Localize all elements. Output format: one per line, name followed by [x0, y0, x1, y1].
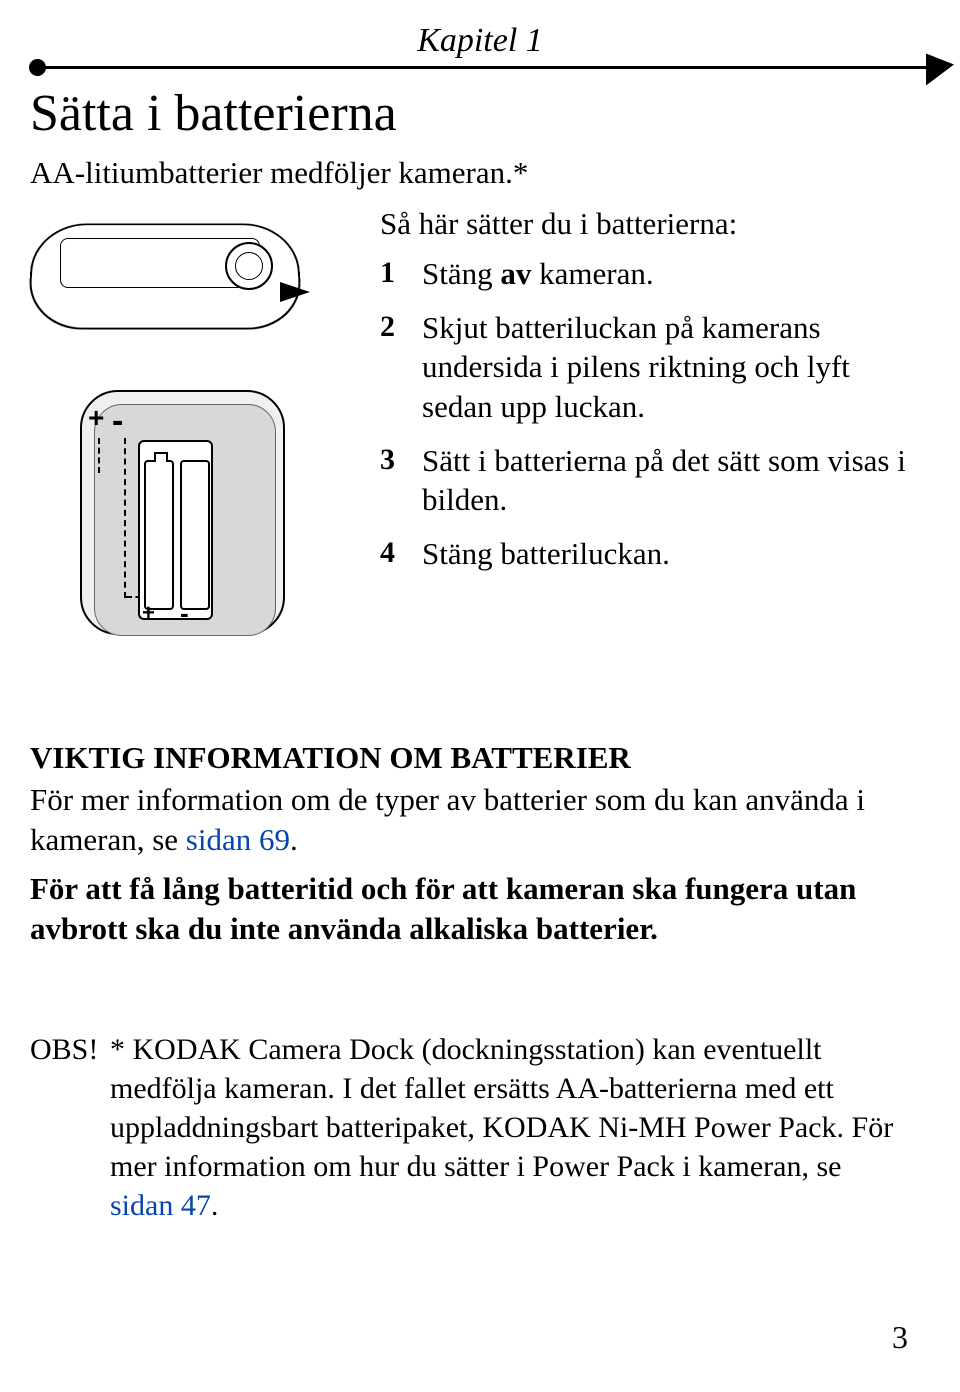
step-text: Stäng av kameran. [422, 254, 910, 294]
header-divider [38, 66, 932, 69]
page-link[interactable]: sidan 47 [110, 1189, 211, 1222]
polarity-plus-icon: + [142, 600, 155, 626]
battery-illustration: + - + - [30, 210, 360, 660]
step-item: 4 Stäng batteriluckan. [380, 534, 910, 574]
page-link[interactable]: sidan 69 [186, 822, 290, 857]
important-bold-note: För att få lång batteritid och för att k… [30, 869, 910, 950]
polarity-plus-icon: + [88, 402, 104, 434]
step-number: 4 [380, 534, 422, 574]
step-number: 3 [380, 441, 422, 520]
step-item: 2 Skjut batteriluckan på kamerans unders… [380, 308, 910, 427]
step-item: 3 Sätt i batterierna på det sätt som vis… [380, 441, 910, 520]
steps-list: Så här sätter du i batterierna: 1 Stäng … [380, 206, 910, 588]
subtitle: AA-litiumbatterier medföljer kameran.* [30, 155, 528, 191]
important-heading: VIKTIG INFORMATION OM BATTERIER [30, 740, 910, 776]
obs-note-section: OBS! * KODAK Camera Dock (dockningsstati… [30, 1030, 910, 1225]
chapter-label: Kapitel 1 [0, 22, 960, 60]
camera-battery-compartment: + - + - [80, 390, 290, 650]
page-number: 3 [892, 1319, 908, 1356]
polarity-minus-icon: - [180, 598, 189, 629]
obs-text: * KODAK Camera Dock (dockningsstation) k… [110, 1030, 910, 1225]
step-number: 2 [380, 308, 422, 427]
step-number: 1 [380, 254, 422, 294]
step-item: 1 Stäng av kameran. [380, 254, 910, 294]
page-title: Sätta i batterierna [30, 84, 397, 143]
step-text: Sätt i batterierna på det sätt som visas… [422, 441, 910, 520]
step-text: Stäng batteriluckan. [422, 534, 910, 574]
camera-top-view [30, 210, 310, 340]
polarity-minus-icon: - [112, 402, 123, 441]
obs-label: OBS! [30, 1030, 110, 1225]
important-info-section: VIKTIG INFORMATION OM BATTERIER För mer … [30, 740, 910, 949]
step-text: Skjut batteriluckan på kamerans undersid… [422, 308, 910, 427]
steps-intro: Så här sätter du i batterierna: [380, 206, 910, 242]
important-body: För mer information om de typer av batte… [30, 780, 910, 861]
